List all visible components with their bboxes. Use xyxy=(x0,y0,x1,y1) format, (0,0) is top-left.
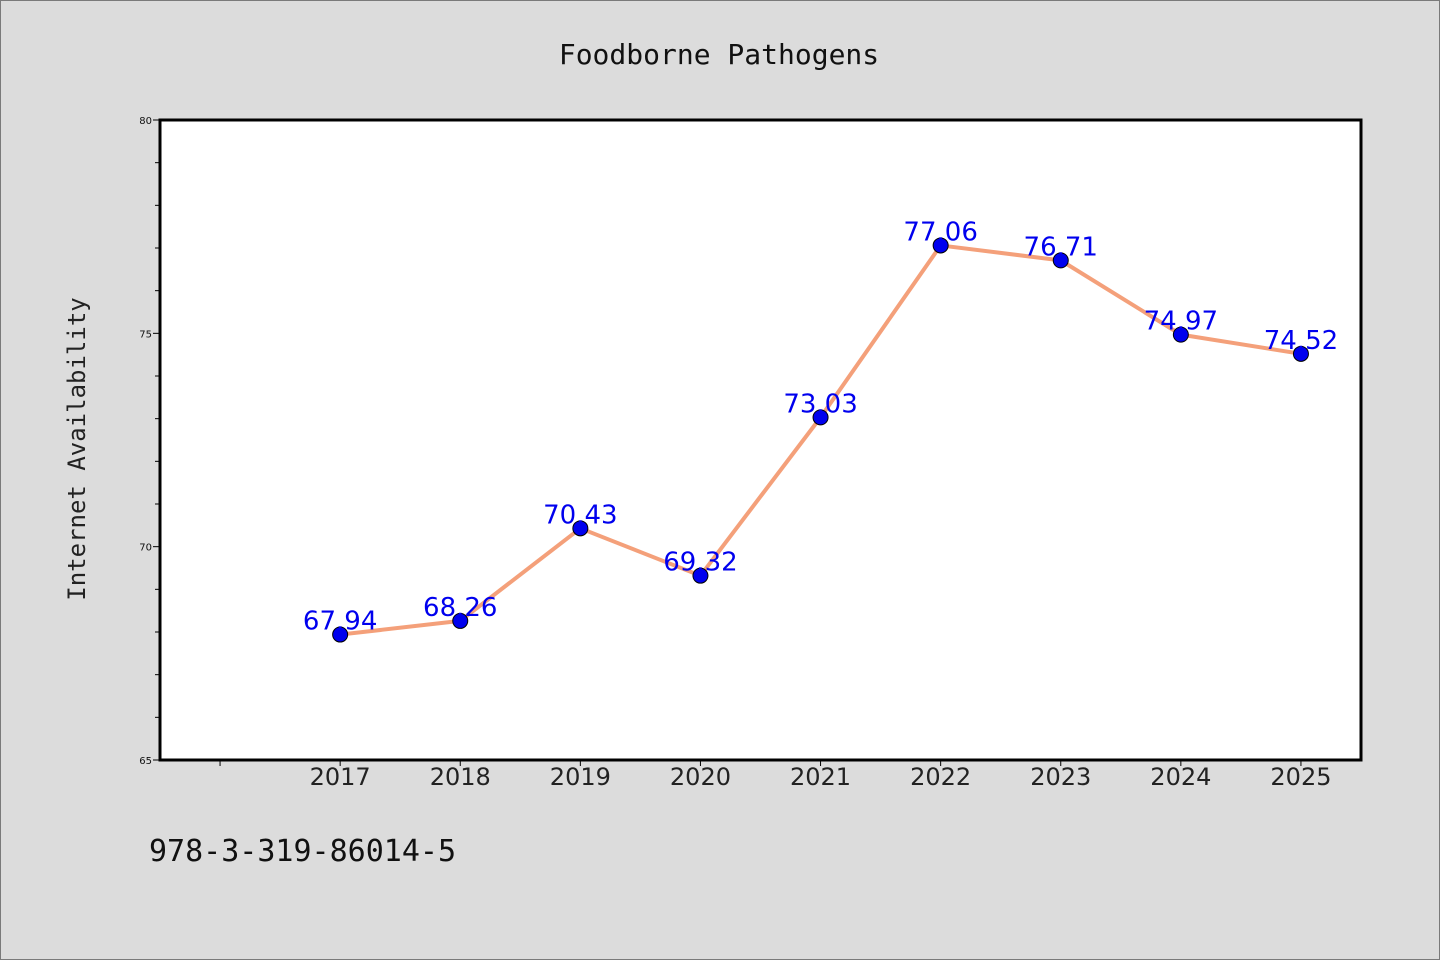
data-label: 73.03 xyxy=(783,389,857,419)
y-tick-label: 75 xyxy=(139,329,152,340)
x-tick-label: 2022 xyxy=(910,763,971,791)
data-point xyxy=(1052,252,1069,269)
data-labels: 67.94 68.26 70.43 69.32 73.03 77.06 76.71 74.97… xyxy=(303,217,1338,636)
data-label: 67.94 xyxy=(303,607,377,637)
data-label: 74.52 xyxy=(1264,326,1338,356)
axis-ticks: 65 70 75 80 2017 2018 2019 2020 2021 2022 2023 2024… xyxy=(139,116,1331,791)
chart-title: Foodborne Pathogens xyxy=(559,38,879,71)
data-label: 70.43 xyxy=(543,500,617,530)
data-label: 69.32 xyxy=(663,548,737,578)
y-tick-label: 70 xyxy=(139,543,152,554)
data-point xyxy=(452,612,469,629)
data-label: 77.06 xyxy=(903,217,977,247)
data-label: 68.26 xyxy=(423,593,497,623)
y-axis-label: Internet Availability xyxy=(63,297,91,600)
data-point xyxy=(932,237,949,254)
data-label: 76.71 xyxy=(1024,232,1098,262)
data-point xyxy=(812,409,829,426)
x-tick-label: 2017 xyxy=(310,763,371,791)
x-tick-label: 2020 xyxy=(670,763,731,791)
data-point xyxy=(692,567,709,584)
y-tick-label: 80 xyxy=(139,116,152,127)
data-point xyxy=(572,520,589,537)
data-label: 74.97 xyxy=(1144,307,1218,337)
x-tick-label: 2018 xyxy=(430,763,491,791)
plot-area xyxy=(158,118,1363,762)
data-point xyxy=(1292,345,1309,362)
data-point xyxy=(332,626,349,643)
y-tick-label: 65 xyxy=(139,756,152,767)
x-tick-label: 2023 xyxy=(1030,763,1091,791)
data-markers xyxy=(332,237,1309,643)
x-tick-label: 2019 xyxy=(550,763,611,791)
data-point xyxy=(1172,326,1189,343)
footer-isbn: 978-3-319-86014-5 xyxy=(149,834,457,869)
x-tick-label: 2021 xyxy=(790,763,851,791)
x-tick-label: 2024 xyxy=(1150,763,1211,791)
x-tick-label: 2025 xyxy=(1270,763,1331,791)
